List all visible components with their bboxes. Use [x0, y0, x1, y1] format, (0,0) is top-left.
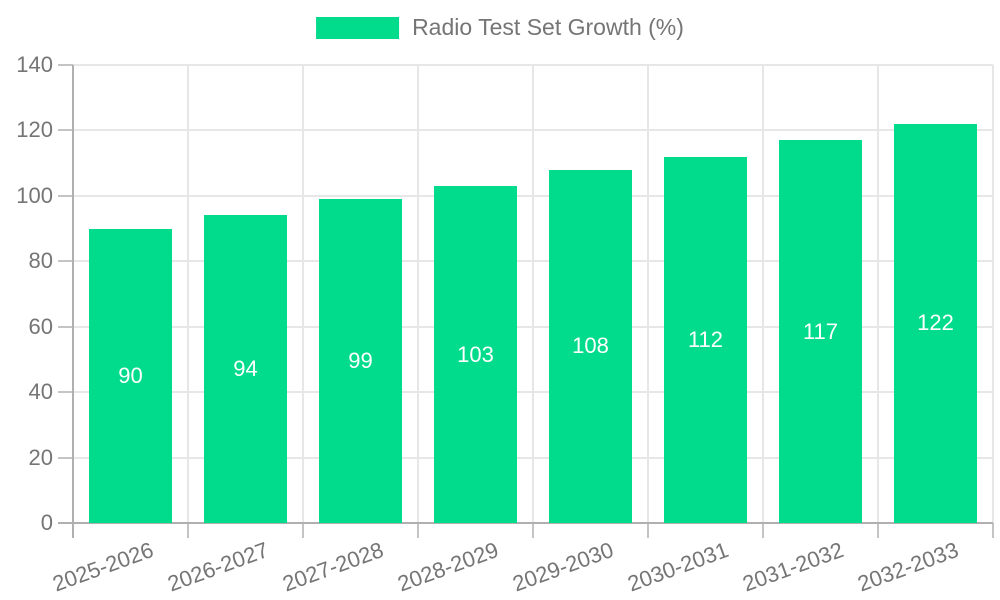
gridline-vertical — [647, 65, 649, 523]
x-axis-label: 2027-2028 — [279, 537, 388, 597]
bar — [549, 169, 632, 523]
y-axis-tick — [58, 129, 73, 132]
x-axis-label: 2026-2027 — [164, 537, 273, 597]
bar-value-label: 122 — [917, 310, 954, 336]
legend-label: Radio Test Set Growth (%) — [412, 14, 684, 40]
gridline-vertical — [532, 65, 534, 523]
legend-swatch-icon — [316, 16, 400, 39]
y-axis-label: 20 — [28, 444, 53, 470]
x-axis-tick — [302, 523, 304, 538]
bar — [779, 140, 862, 523]
y-axis-tick — [58, 260, 73, 263]
bar-value-label: 103 — [457, 341, 494, 367]
y-axis-label: 0 — [40, 510, 53, 535]
y-axis-tick — [58, 194, 73, 197]
gridline-vertical — [992, 65, 994, 523]
x-axis-tick — [647, 523, 649, 538]
bar-value-label: 112 — [687, 326, 724, 352]
x-axis-tick — [187, 523, 189, 538]
x-axis-label: 2025-2026 — [49, 537, 158, 597]
gridline-vertical — [302, 65, 304, 523]
y-axis-label: 140 — [16, 52, 53, 77]
bar — [664, 156, 747, 523]
gridline-vertical — [762, 65, 764, 523]
y-axis-label: 60 — [28, 313, 53, 339]
bar — [319, 199, 402, 523]
y-axis-tick — [58, 391, 73, 394]
plot-area: 0 20 40 60 80 100 120 140 90 2025-2026 94 2026-2027… — [16, 52, 994, 596]
bar — [894, 123, 977, 523]
y-axis-label: 100 — [16, 182, 53, 208]
bar-value-label: 90 — [118, 362, 143, 388]
y-axis-label: 120 — [16, 117, 53, 143]
gridline-vertical — [187, 65, 189, 523]
bar-value-label: 117 — [802, 318, 839, 344]
x-axis-label: 2031-2032 — [739, 537, 848, 597]
x-axis-label: 2028-2029 — [394, 537, 503, 597]
x-axis-label: 2029-2030 — [509, 537, 618, 597]
y-axis-line — [72, 65, 74, 538]
bar — [89, 228, 172, 523]
bar-value-label: 108 — [572, 333, 609, 359]
y-axis-tick — [58, 325, 73, 328]
x-axis-line — [58, 522, 993, 524]
x-axis-tick — [762, 523, 764, 538]
bar — [204, 215, 287, 523]
y-axis-tick — [58, 64, 73, 66]
x-axis-label: 2032-2033 — [854, 537, 963, 597]
y-axis-label: 80 — [28, 248, 53, 274]
y-axis-label: 40 — [28, 379, 53, 405]
y-axis-tick — [58, 456, 73, 459]
x-axis-tick — [417, 523, 419, 538]
x-axis-label: 2030-2031 — [624, 537, 733, 597]
bar-value-label: 99 — [348, 348, 373, 374]
legend-item[interactable]: Radio Test Set Growth (%) — [316, 14, 684, 41]
bar — [434, 186, 517, 523]
x-axis-tick — [992, 523, 994, 538]
x-axis-tick — [532, 523, 534, 538]
x-axis-tick — [877, 523, 879, 538]
gridline-vertical — [417, 65, 419, 523]
bar-value-label: 94 — [233, 356, 258, 382]
gridline-vertical — [877, 65, 879, 523]
